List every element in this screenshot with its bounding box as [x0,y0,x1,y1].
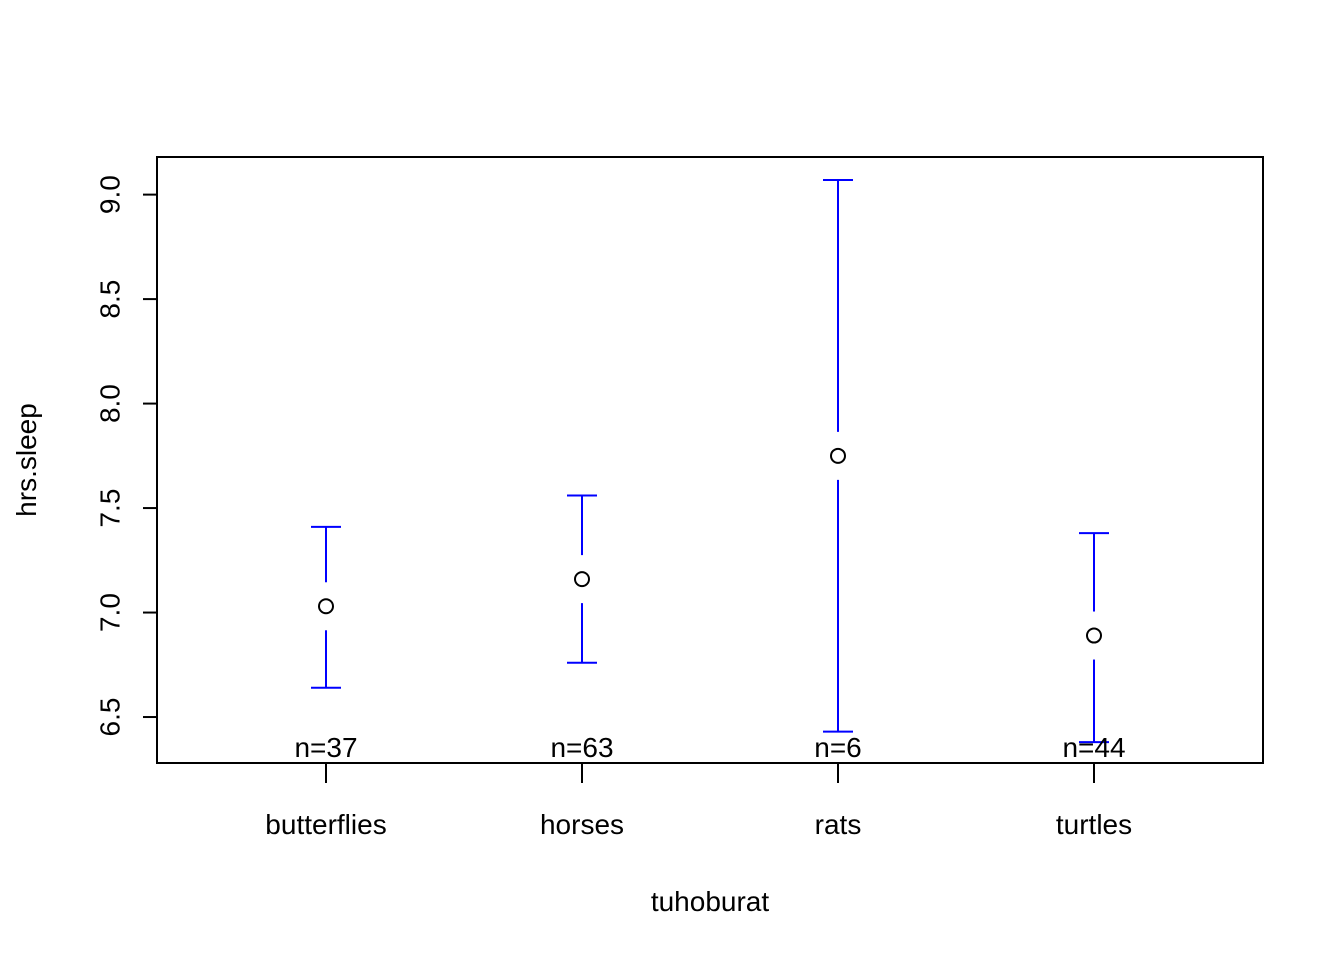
n-label-butterflies: n=37 [294,732,357,763]
mean-point-turtles [1086,627,1102,644]
y-tick-label: 7.0 [95,593,126,632]
n-label-turtles: n=44 [1062,732,1125,763]
mean-points [318,447,1102,644]
x-axis-title: tuhoburat [651,886,770,917]
x-tick-label-turtles: turtles [1056,809,1132,840]
n-label-rats: n=6 [814,732,862,763]
error-bar-butterflies [311,525,341,689]
n-labels: n=37 n=63 n=6 n=44 [294,732,1125,763]
x-tick-label-rats: rats [815,809,862,840]
plot-frame [156,156,1264,764]
error-bars [311,178,1109,744]
y-tick-label: 8.0 [95,384,126,423]
error-bar-horses [567,494,597,664]
x-tick-label-butterflies: butterflies [265,809,386,840]
y-tick-label: 6.5 [95,698,126,737]
y-tick-label: 8.5 [95,280,126,319]
mean-point-rats [830,447,846,464]
y-tick-label: 7.5 [95,489,126,528]
error-bar-turtles [1079,532,1109,744]
y-axis-title: hrs.sleep [11,403,42,517]
y-axis: 6.5 7.0 7.5 8.0 8.5 9.0 [95,175,158,736]
n-label-horses: n=63 [550,732,613,763]
mean-point-horses [574,571,590,588]
error-bar-rats [823,178,853,733]
mean-point-butterflies [318,598,334,615]
x-axis: butterflies horses rats turtles [265,763,1132,840]
y-tick-label: 9.0 [95,175,126,214]
x-tick-label-horses: horses [540,809,624,840]
